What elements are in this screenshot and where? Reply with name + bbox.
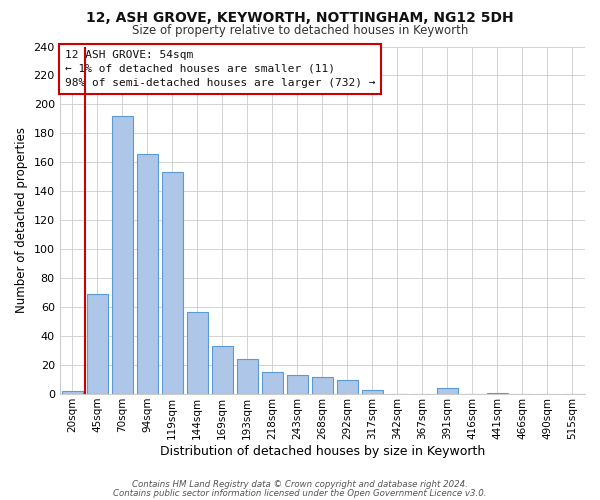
Bar (112, 116, 133, 394)
Bar (62, 391, 83, 394)
Bar (212, 346, 233, 394)
Text: Size of property relative to detached houses in Keyworth: Size of property relative to detached ho… (132, 24, 468, 37)
Text: 12 ASH GROVE: 54sqm
← 1% of detached houses are smaller (11)
98% of semi-detache: 12 ASH GROVE: 54sqm ← 1% of detached hou… (65, 50, 376, 88)
Bar (161, 172, 183, 394)
Bar (437, 388, 458, 394)
Y-axis label: Number of detached properties: Number of detached properties (15, 128, 28, 314)
Bar (262, 372, 283, 394)
Text: Contains HM Land Registry data © Crown copyright and database right 2024.: Contains HM Land Registry data © Crown c… (132, 480, 468, 489)
Text: Contains public sector information licensed under the Open Government Licence v3: Contains public sector information licen… (113, 488, 487, 498)
Bar (187, 312, 208, 394)
X-axis label: Distribution of detached houses by size in Keyworth: Distribution of detached houses by size … (160, 444, 485, 458)
Bar (236, 360, 258, 394)
Bar (487, 392, 508, 394)
Bar (287, 375, 308, 394)
Bar (312, 376, 333, 394)
Text: 12, ASH GROVE, KEYWORTH, NOTTINGHAM, NG12 5DH: 12, ASH GROVE, KEYWORTH, NOTTINGHAM, NG1… (86, 11, 514, 25)
Bar (86, 294, 108, 394)
Bar (137, 154, 158, 394)
Bar (362, 390, 383, 394)
Bar (337, 380, 358, 394)
